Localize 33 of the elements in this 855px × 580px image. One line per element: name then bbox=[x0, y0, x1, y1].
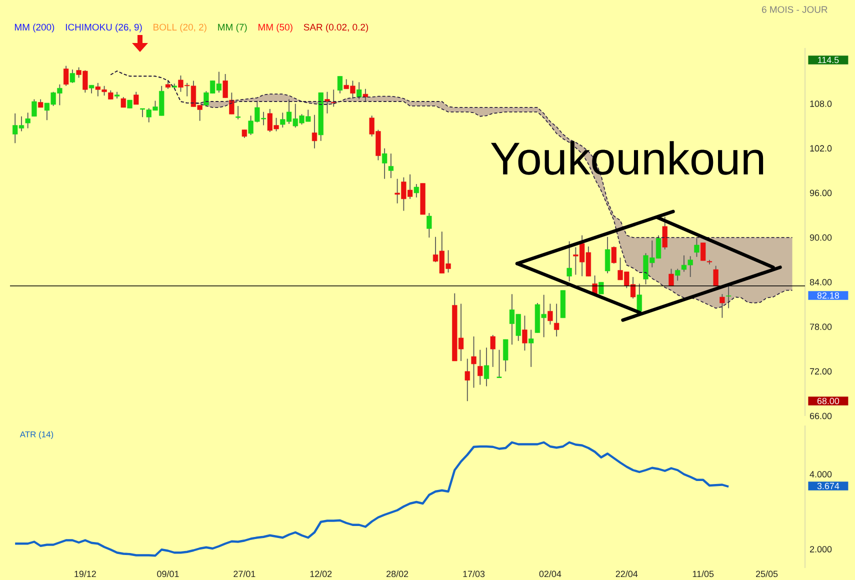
text: SAR (0.02, 0.2) bbox=[304, 23, 368, 32]
text: ATR (14) bbox=[20, 430, 54, 439]
y-tick-label: 66.00 bbox=[810, 412, 832, 419]
text: 82.18 bbox=[817, 292, 840, 298]
x-tick-label: 17/03 bbox=[463, 570, 485, 577]
text: MM (7) bbox=[218, 23, 247, 32]
text: MM (50) bbox=[258, 23, 292, 32]
y-tick-label: 4.000 bbox=[810, 470, 832, 478]
x-tick-label: 09/01 bbox=[157, 570, 179, 577]
text: 114.5 bbox=[818, 56, 839, 63]
chart-subtitle: 6 MOIS - JOUR bbox=[762, 6, 828, 13]
x-tick-label: 22/04 bbox=[616, 570, 638, 577]
text: MM (200) bbox=[14, 23, 54, 32]
x-tick-label: 02/04 bbox=[539, 570, 562, 577]
x-tick-label: 25/05 bbox=[756, 570, 778, 577]
x-tick-label: 28/02 bbox=[386, 570, 408, 577]
x-tick-label: 11/05 bbox=[692, 570, 714, 577]
x-tick-label: 19/12 bbox=[74, 570, 96, 577]
text: ICHIMOKU (26, 9) bbox=[66, 23, 142, 32]
text: 3.674 bbox=[817, 482, 840, 489]
y-tick-label: 96.00 bbox=[810, 190, 832, 196]
annotation: Youkounkoun bbox=[490, 140, 764, 175]
y-tick-label: 2.000 bbox=[810, 546, 832, 552]
x-tick-label: 12/02 bbox=[310, 570, 332, 577]
y-tick-label: 84.00 bbox=[810, 278, 832, 286]
y-tick-label: 102.0 bbox=[810, 144, 832, 152]
y-tick-label: 78.00 bbox=[810, 323, 832, 330]
x-tick-label: 27/01 bbox=[234, 570, 256, 577]
text: 68.00 bbox=[817, 398, 840, 404]
text: BOLL (20, 2) bbox=[154, 23, 206, 32]
y-tick-label: 108.0 bbox=[810, 100, 832, 107]
y-tick-label: 90.00 bbox=[810, 234, 832, 241]
y-tick-label: 72.00 bbox=[810, 368, 832, 374]
